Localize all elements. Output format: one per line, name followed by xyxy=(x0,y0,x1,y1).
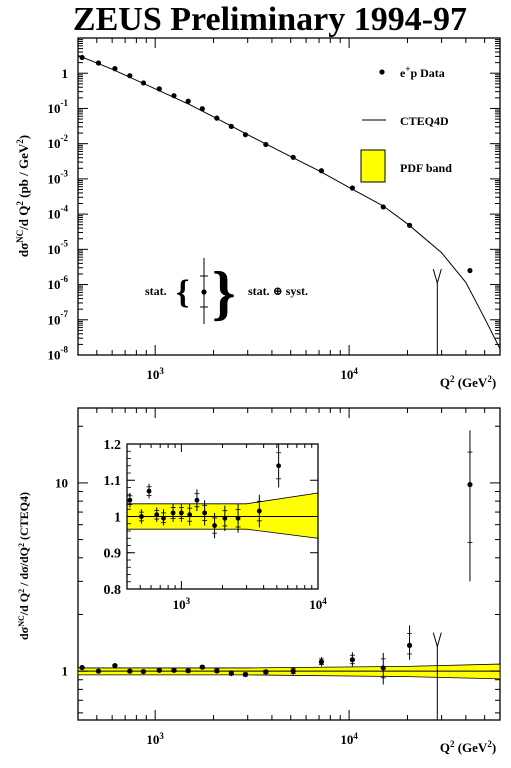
y-tick-label: 0.9 xyxy=(104,547,122,562)
inset-point xyxy=(276,463,282,469)
top-plot-frame xyxy=(77,37,501,356)
ratio-point xyxy=(199,664,205,670)
data-point xyxy=(290,154,296,160)
data-point xyxy=(228,123,234,129)
inset-point xyxy=(146,488,152,494)
data-point xyxy=(112,66,118,72)
y-tick-label: 1 xyxy=(62,664,69,679)
ratio-point xyxy=(349,657,355,663)
data-point xyxy=(140,80,147,86)
ratio-point xyxy=(171,667,177,673)
y-tick-label: 1 xyxy=(114,510,121,525)
ratio-point xyxy=(214,668,220,674)
x-tick-label: 104 xyxy=(309,596,327,612)
data-point xyxy=(242,132,249,138)
y-tick-label: 10-1 xyxy=(48,98,69,116)
stat-key-label: stat. xyxy=(145,284,167,298)
ratio-point xyxy=(156,667,162,673)
data-point xyxy=(214,115,220,121)
syst-key-label: stat. ⊕ syst. xyxy=(248,284,308,298)
inset-point xyxy=(235,515,241,521)
inset-point xyxy=(154,512,160,518)
ratio-point xyxy=(380,665,386,671)
inset-point xyxy=(127,497,133,503)
inset-point xyxy=(178,510,184,516)
ratio-point xyxy=(228,670,234,676)
inset-point xyxy=(139,514,144,519)
data-point xyxy=(263,141,269,148)
bottom-plot-frame xyxy=(77,407,501,721)
data-point xyxy=(199,106,205,112)
ratio-point xyxy=(290,668,296,674)
data-point xyxy=(349,185,355,191)
y-tick-label: 1 xyxy=(62,66,69,81)
y-tick-label: 10-3 xyxy=(48,168,69,186)
ratio-point xyxy=(406,642,413,648)
data-point xyxy=(127,73,133,79)
legend-band-swatch xyxy=(360,149,386,183)
bottom-x-axis-label: Q2 (GeV2) xyxy=(440,739,496,755)
figure-title: ZEUS Preliminary 1994-97 xyxy=(73,1,467,38)
x-tick-label: 103 xyxy=(146,366,164,382)
legend-data-label: e+p Data xyxy=(400,64,445,80)
ratio-point xyxy=(95,668,102,674)
stat-key-marker xyxy=(201,289,207,295)
legend-theory-label: CTEQ4D xyxy=(400,114,449,128)
ratio-point xyxy=(185,668,191,674)
y-tick-label: 10 xyxy=(55,475,68,490)
legend-band-label: PDF band xyxy=(400,161,452,175)
y-tick-label: 10-7 xyxy=(48,309,69,327)
data-point xyxy=(318,168,325,174)
ratio-point xyxy=(112,662,118,669)
data-point xyxy=(171,93,177,99)
inset-point xyxy=(256,508,262,514)
inset-point xyxy=(212,523,217,528)
y-tick-label: 0.8 xyxy=(104,583,122,598)
x-axis-label: Q2 (GeV2) xyxy=(440,374,496,390)
ratio-point xyxy=(242,671,249,678)
ratio-point xyxy=(467,481,473,488)
data-point xyxy=(185,98,191,104)
x-tick-label: 103 xyxy=(146,731,164,747)
y-tick-label: 1.1 xyxy=(104,474,122,489)
y-tick-label: 1.2 xyxy=(104,438,122,453)
y-tick-label: 10-5 xyxy=(48,239,69,257)
ratio-upper-limit-arrow xyxy=(432,632,442,649)
ratio-point xyxy=(263,669,269,675)
data-point xyxy=(156,86,162,92)
y-tick-label: 10-2 xyxy=(48,133,69,151)
y-axis-label: dσNC/d Q2 (pb / GeV2) xyxy=(15,135,31,257)
inset-point xyxy=(194,497,200,503)
ratio-point xyxy=(318,659,325,665)
ratio-point xyxy=(140,668,147,675)
y-tick-label: 10-6 xyxy=(48,274,69,292)
inset-point xyxy=(222,515,228,521)
y-tick-label: 10-4 xyxy=(48,204,69,222)
inset-point xyxy=(170,510,176,516)
data-point xyxy=(380,204,386,210)
cteq4d-curve xyxy=(77,54,501,350)
x-tick-label: 104 xyxy=(340,366,358,382)
syst-key-brace: } xyxy=(212,260,236,326)
inset-point xyxy=(187,512,193,518)
legend-data-marker xyxy=(379,69,385,75)
y-tick-label: 10-8 xyxy=(48,344,69,362)
data-point xyxy=(467,267,473,274)
ratio-point xyxy=(79,664,85,671)
ratio-point xyxy=(127,668,133,674)
data-point xyxy=(95,60,102,66)
data-point xyxy=(79,54,85,61)
bottom-y-axis-label: dσNC/d Q2 / dσ/dQ2 (CTEQ4) xyxy=(17,492,32,640)
inset-point xyxy=(202,510,208,516)
x-tick-label: 104 xyxy=(340,731,358,747)
x-tick-label: 103 xyxy=(173,596,191,612)
stat-key-brace: { xyxy=(176,274,189,311)
data-point xyxy=(406,222,413,228)
upper-limit-arrow xyxy=(432,268,442,285)
inset-point xyxy=(161,515,166,521)
